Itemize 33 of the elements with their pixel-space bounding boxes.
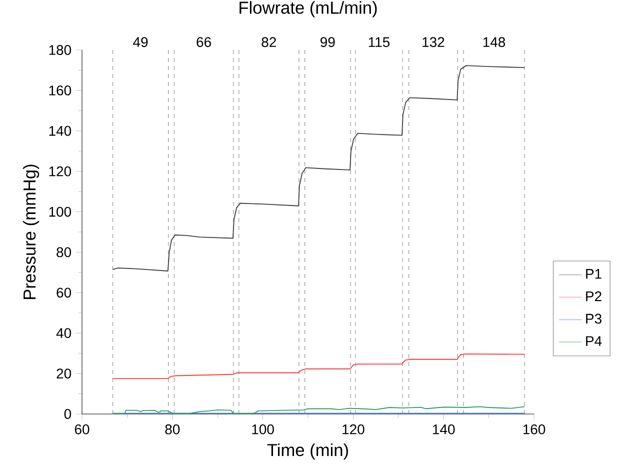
y-tick-label: 180 <box>49 45 72 55</box>
line-series <box>112 406 525 414</box>
text: 132 <box>422 37 444 48</box>
y-tick-label: 60 <box>56 288 72 298</box>
line-series <box>112 65 525 272</box>
y-tick-label: 20 <box>56 368 72 379</box>
x-tick-label: 80 <box>165 424 180 434</box>
x-tick-label: 60 <box>74 424 90 434</box>
text: 148 <box>483 37 506 48</box>
text: 66 <box>196 37 211 48</box>
y-tick-label: 40 <box>56 328 72 338</box>
legend-label: P4 <box>586 336 602 346</box>
y-tick-label: 140 <box>49 126 72 136</box>
y-tick-label: 160 <box>49 85 72 96</box>
y-tick-label: 120 <box>49 166 72 176</box>
y-axis-title: Pressure (mmHg) <box>22 164 40 299</box>
line-series <box>112 353 525 380</box>
legend-label: P1 <box>586 269 602 279</box>
text: 99 <box>320 37 335 48</box>
text: 115 <box>368 37 390 48</box>
x-tick-label: 160 <box>523 424 546 434</box>
y-tick-label: 0 <box>64 409 72 419</box>
legend-label: P3 <box>586 314 602 324</box>
y-tick-label: 100 <box>49 206 72 217</box>
x-tick-label: 140 <box>432 424 455 434</box>
x-tick-label: 100 <box>252 424 274 434</box>
chart-title: Flowrate (mL/min) <box>240 1 377 18</box>
legend-label: P2 <box>586 291 602 302</box>
text: 49 <box>133 37 148 48</box>
x-axis-title: Time (min) <box>267 443 348 460</box>
text: 82 <box>262 37 276 48</box>
y-tick-label: 80 <box>56 247 72 258</box>
x-tick-label: 120 <box>342 424 364 434</box>
